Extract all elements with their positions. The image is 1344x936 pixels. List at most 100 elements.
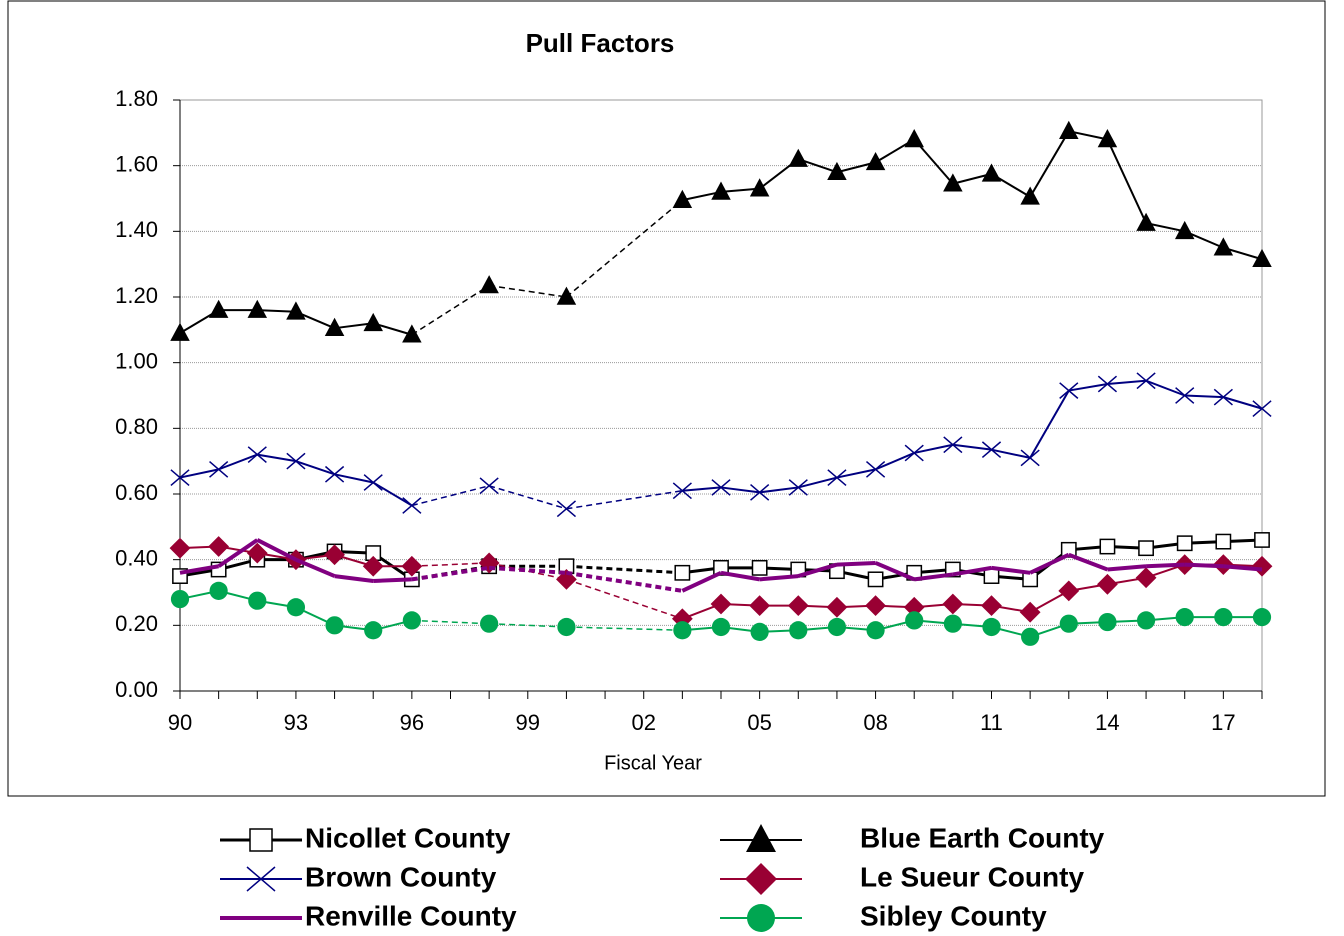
line-segment — [295, 557, 336, 578]
marker — [943, 436, 963, 454]
x-tick-label: 17 — [1211, 710, 1235, 735]
line-segment — [411, 619, 490, 625]
marker — [402, 497, 422, 514]
marker — [286, 452, 306, 470]
x-tick-label: 11 — [980, 710, 1003, 735]
marker — [1175, 387, 1195, 404]
line-segment — [489, 565, 567, 575]
line-segment — [720, 486, 760, 494]
marker — [246, 542, 268, 564]
legend-label: Renville County — [305, 900, 517, 931]
marker — [904, 444, 924, 462]
line-segment — [566, 564, 683, 575]
line-segment — [720, 187, 760, 193]
marker — [325, 616, 344, 635]
line-segment — [1223, 396, 1263, 410]
marker — [1060, 541, 1077, 558]
chart-title: Pull Factors — [526, 28, 675, 58]
marker — [1136, 611, 1156, 630]
line-segment — [566, 489, 683, 510]
y-tick-label: 0.40 — [115, 545, 158, 570]
marker — [1176, 535, 1193, 552]
series — [170, 372, 1272, 518]
marker — [981, 595, 1002, 617]
line-segment — [914, 443, 954, 454]
marker — [750, 622, 769, 642]
line-segment — [488, 562, 567, 581]
line-segment — [334, 574, 374, 583]
marker — [362, 555, 384, 577]
marker — [865, 595, 886, 617]
line-segment — [1107, 564, 1147, 572]
marker — [364, 621, 383, 640]
marker — [286, 301, 306, 320]
line-segment — [334, 473, 374, 484]
line-segment — [682, 190, 722, 202]
marker — [943, 614, 962, 633]
marker — [903, 596, 925, 618]
marker — [1215, 533, 1232, 550]
marker — [402, 611, 421, 630]
marker — [557, 617, 576, 637]
x-tick-label: 90 — [168, 710, 192, 735]
x-tick-label: 93 — [284, 710, 308, 735]
marker — [749, 595, 771, 617]
y-tick-label: 1.60 — [115, 151, 158, 176]
marker — [867, 571, 884, 588]
x-tick-label: 05 — [747, 710, 771, 735]
marker — [1019, 601, 1041, 623]
line-segment — [411, 284, 490, 336]
marker — [905, 611, 924, 630]
y-tick-label: 1.20 — [115, 283, 158, 308]
marker — [208, 536, 230, 557]
line-segment — [1184, 394, 1224, 399]
marker — [826, 596, 848, 618]
legend-label: Sibley County — [860, 900, 1047, 931]
marker — [1058, 580, 1080, 602]
x-tick-label: 96 — [400, 710, 424, 735]
marker — [1252, 400, 1272, 418]
series — [170, 120, 1272, 343]
y-tick-label: 1.00 — [115, 348, 158, 373]
marker — [943, 173, 963, 192]
line-segment — [1029, 390, 1070, 459]
line-segment — [797, 562, 838, 579]
marker — [789, 621, 808, 640]
line-segment — [720, 570, 760, 582]
line-segment — [682, 486, 722, 492]
marker — [1175, 608, 1194, 627]
line-segment — [1068, 552, 1109, 572]
x-tick-label: 08 — [863, 710, 887, 735]
marker — [827, 469, 847, 486]
line-segment — [1029, 130, 1070, 198]
line-segment — [991, 448, 1031, 459]
line-segment — [218, 453, 258, 471]
marker — [711, 479, 731, 496]
line-segment — [489, 622, 567, 628]
marker — [747, 904, 775, 932]
marker — [788, 479, 808, 496]
marker — [746, 824, 776, 852]
line-segment — [1145, 562, 1185, 569]
marker — [1059, 120, 1079, 139]
x-tick-label: 99 — [516, 710, 540, 735]
marker — [556, 500, 577, 518]
marker — [745, 863, 777, 895]
line-segment — [179, 468, 219, 479]
marker — [1022, 571, 1039, 588]
line-segment — [1029, 552, 1070, 575]
legend-label: Nicollet County — [305, 822, 511, 853]
line-segment — [256, 538, 297, 562]
marker — [787, 595, 809, 617]
marker — [710, 593, 732, 615]
marker — [286, 598, 306, 617]
line-segment — [295, 460, 335, 476]
marker — [1213, 388, 1233, 406]
line-segment — [759, 486, 799, 494]
line-segment — [798, 476, 838, 489]
line-segment — [952, 565, 992, 577]
line-segment — [1068, 130, 1108, 141]
marker — [1059, 614, 1078, 633]
legend-label: Brown County — [305, 861, 497, 892]
